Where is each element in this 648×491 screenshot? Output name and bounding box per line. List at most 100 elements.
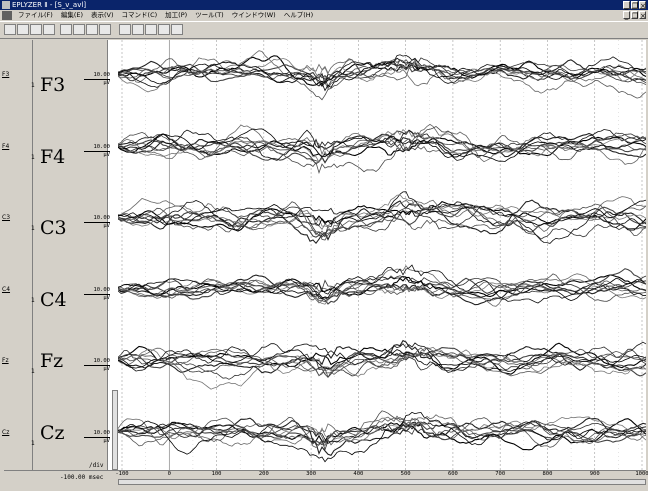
eeg-trace bbox=[118, 59, 647, 101]
eeg-trace bbox=[117, 203, 647, 236]
wave1-icon[interactable] bbox=[60, 24, 72, 35]
amplitude-value: 10.00 bbox=[93, 429, 110, 436]
title-bar: EPLYZER Ⅱ - [S_v_avl] _ ❐ × bbox=[0, 0, 648, 10]
eeg-trace bbox=[117, 278, 647, 305]
x-tick-label: 600 bbox=[447, 471, 458, 477]
channel-label-column bbox=[33, 40, 108, 470]
restore-icon[interactable]: ❐ bbox=[631, 1, 639, 10]
channel-amplitude: 10.00 μV bbox=[84, 430, 110, 445]
eeg-trace bbox=[117, 126, 647, 175]
x-tick-label: 900 bbox=[589, 471, 600, 477]
channel-amplitude: 10.00 μV bbox=[84, 358, 110, 373]
wave4-icon[interactable] bbox=[99, 24, 111, 35]
eeg-trace bbox=[117, 128, 647, 163]
amplitude-value: 10.00 bbox=[93, 143, 110, 150]
channel-amplitude: 10.00 μV bbox=[84, 144, 110, 159]
menu-command[interactable]: コマンド(C) bbox=[121, 11, 158, 19]
minimize-icon[interactable]: _ bbox=[623, 1, 630, 10]
menu-view[interactable]: 表示(V) bbox=[91, 11, 114, 19]
channel-code-cz[interactable]: Cz bbox=[2, 428, 10, 436]
channel-code-c3[interactable]: C3 bbox=[2, 214, 11, 221]
doc-close-icon[interactable]: × bbox=[639, 11, 646, 20]
cursor1-icon[interactable] bbox=[119, 24, 131, 35]
eeg-trace bbox=[117, 268, 647, 305]
channel-code-c4[interactable]: C4 bbox=[2, 285, 11, 293]
vertical-scrollbar[interactable] bbox=[112, 390, 118, 470]
channel-number: 1 bbox=[31, 153, 35, 161]
wave2-icon[interactable] bbox=[73, 24, 85, 35]
toolbar bbox=[0, 21, 648, 39]
grid-icon[interactable] bbox=[171, 24, 183, 35]
eeg-trace bbox=[117, 57, 647, 88]
time-start-label: -100.00 msec bbox=[60, 474, 104, 481]
channel-code-fz[interactable]: Fz bbox=[2, 357, 9, 364]
menu-window[interactable]: ウインドウ(W) bbox=[231, 11, 276, 19]
doc-minimize-icon[interactable]: _ bbox=[623, 11, 630, 20]
eeg-trace bbox=[117, 416, 647, 442]
menu-edit[interactable]: 編集(E) bbox=[60, 11, 83, 19]
horizontal-scrollbar[interactable] bbox=[118, 479, 646, 485]
amplitude-value: 10.00 bbox=[93, 358, 110, 364]
channel-number: 1 bbox=[31, 439, 35, 447]
per-div-label: /div bbox=[89, 462, 104, 469]
x-tick-labels: -100 0 100 200 300 400 500 600 700 800 900 1000 bbox=[115, 471, 648, 479]
x-tick-label: 0 bbox=[167, 471, 171, 477]
waveform-svg bbox=[117, 40, 647, 470]
eeg-trace bbox=[117, 281, 647, 303]
eeg-trace bbox=[117, 275, 647, 295]
x-tick-label: 200 bbox=[258, 471, 269, 477]
channel-code-f3[interactable]: F3 bbox=[2, 71, 10, 78]
eeg-trace bbox=[117, 411, 647, 463]
amplitude-unit: μV bbox=[84, 436, 110, 445]
channel-amplitude: 10.00 μV bbox=[84, 215, 110, 230]
eeg-trace bbox=[117, 194, 647, 228]
menu-process[interactable]: 加工(P) bbox=[165, 11, 188, 19]
document-icon[interactable] bbox=[2, 11, 12, 20]
eeg-trace bbox=[117, 347, 647, 379]
x-tick-label: 100 bbox=[211, 471, 222, 477]
channel-number: 1 bbox=[31, 82, 35, 89]
close-icon[interactable]: × bbox=[639, 1, 646, 10]
eeg-trace bbox=[117, 346, 647, 390]
eeg-trace bbox=[117, 132, 647, 158]
waveform-plot[interactable] bbox=[117, 40, 647, 470]
wave3-icon[interactable] bbox=[86, 24, 98, 35]
menu-help[interactable]: ヘルプ(H) bbox=[283, 11, 314, 19]
eeg-trace bbox=[117, 55, 647, 86]
page-icon[interactable] bbox=[43, 24, 55, 35]
amplitude-unit: μV bbox=[84, 222, 110, 230]
channel-amplitude: 10.00 μV bbox=[84, 287, 110, 302]
channel-code-f4[interactable]: F4 bbox=[2, 142, 10, 150]
save-icon[interactable] bbox=[17, 24, 29, 35]
channel-label-f4: F4 bbox=[40, 145, 66, 168]
x-tick-label: 300 bbox=[306, 471, 317, 477]
x-tick-label: 1000 bbox=[635, 471, 648, 477]
eeg-trace bbox=[117, 347, 647, 377]
channel-label-c3: C3 bbox=[40, 217, 67, 239]
channel-label-c4: C4 bbox=[40, 288, 67, 311]
eeg-trace bbox=[117, 201, 647, 241]
eeg-trace bbox=[117, 415, 647, 448]
amplitude-unit: μV bbox=[84, 79, 110, 87]
eeg-trace bbox=[117, 349, 647, 372]
doc-restore-icon[interactable]: ❐ bbox=[631, 11, 639, 20]
eeg-trace bbox=[118, 200, 647, 232]
open-icon[interactable] bbox=[4, 24, 16, 35]
x-tick-label: -100 bbox=[115, 471, 129, 477]
eeg-trace bbox=[117, 60, 647, 83]
eeg-trace bbox=[117, 275, 647, 302]
window-title: EPLYZER Ⅱ - [S_v_avl] bbox=[12, 1, 87, 9]
eeg-trace bbox=[117, 50, 647, 94]
menu-bar: ファイル(F) 編集(E) 表示(V) コマンド(C) 加工(P) ツール(T)… bbox=[0, 10, 648, 21]
channel-number: 1 bbox=[31, 225, 35, 232]
cursor2-icon[interactable] bbox=[132, 24, 144, 35]
cursor3-icon[interactable] bbox=[145, 24, 157, 35]
eeg-trace bbox=[117, 128, 647, 162]
print-icon[interactable] bbox=[30, 24, 42, 35]
eeg-trace bbox=[117, 414, 647, 447]
marker-icon[interactable] bbox=[158, 24, 170, 35]
eeg-trace bbox=[117, 199, 647, 226]
eeg-trace bbox=[117, 57, 647, 92]
menu-tools[interactable]: ツール(T) bbox=[195, 11, 224, 19]
menu-file[interactable]: ファイル(F) bbox=[18, 11, 53, 19]
